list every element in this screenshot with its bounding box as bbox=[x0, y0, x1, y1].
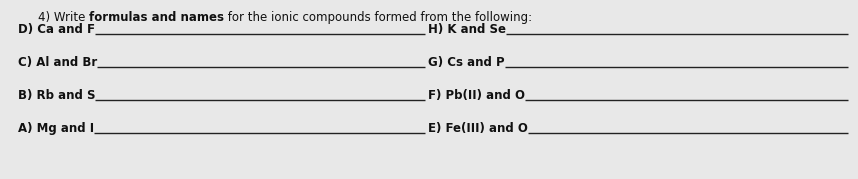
Text: D) Ca and F: D) Ca and F bbox=[18, 23, 95, 36]
Text: F) Pb(II) and O: F) Pb(II) and O bbox=[428, 89, 525, 102]
Text: H) K and Se: H) K and Se bbox=[428, 23, 506, 36]
Text: formulas and names: formulas and names bbox=[89, 11, 224, 24]
Text: G) Cs and P: G) Cs and P bbox=[428, 56, 505, 69]
Text: A) Mg and I: A) Mg and I bbox=[18, 122, 94, 135]
Text: C) Al and Br: C) Al and Br bbox=[18, 56, 97, 69]
Text: 4) Write: 4) Write bbox=[38, 11, 89, 24]
Text: B) Rb and S: B) Rb and S bbox=[18, 89, 95, 102]
Text: E) Fe(III) and O: E) Fe(III) and O bbox=[428, 122, 528, 135]
Text: for the ionic compounds formed from the following:: for the ionic compounds formed from the … bbox=[224, 11, 532, 24]
